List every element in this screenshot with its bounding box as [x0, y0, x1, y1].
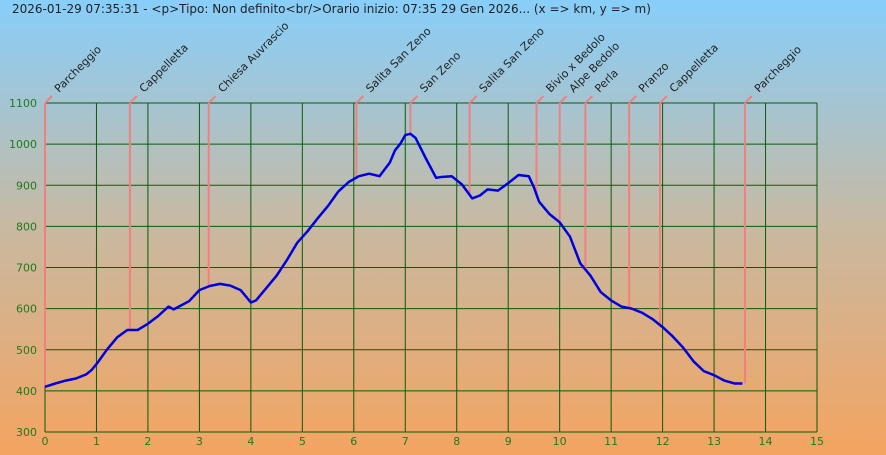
waypoint-leader: [207, 95, 217, 104]
waypoint-leader: [44, 95, 53, 104]
x-tick-label: 14: [759, 435, 773, 448]
waypoint-leader: [409, 95, 419, 104]
x-tick-label: 3: [196, 435, 203, 448]
waypoint-leader: [535, 95, 545, 104]
x-tick-label: 1: [93, 435, 100, 448]
y-tick-label: 900: [16, 179, 37, 192]
waypoint-label: San Zeno: [417, 49, 463, 95]
x-tick-label: 9: [505, 435, 512, 448]
waypoint-label: Chiesa Auvrascio: [216, 19, 292, 95]
waypoint-label: Cappelletta: [137, 41, 191, 95]
x-tick-label: 13: [707, 435, 721, 448]
waypoint-label: Pranzo: [636, 59, 672, 95]
x-tick-label: 8: [453, 435, 460, 448]
altitude-line: [44, 132, 743, 388]
waypoint-markers: Parcheggio Cappelletta Chiesa Auvrascio Sal…: [44, 19, 804, 387]
x-tick-label: 11: [604, 435, 618, 448]
waypoint-leader: [659, 95, 668, 104]
y-tick-label: 800: [16, 220, 37, 233]
x-tick-label: 0: [42, 435, 49, 448]
waypoint-label: Salita San Zeno: [477, 25, 548, 96]
x-tick-label: 15: [810, 435, 824, 448]
y-tick-label: 400: [16, 385, 37, 398]
waypoint-label: Cappelletta: [667, 41, 721, 95]
y-tick-label: 1100: [9, 97, 37, 110]
x-tick-label: 2: [144, 435, 151, 448]
x-tick-label: 6: [350, 435, 357, 448]
x-tick-label: 7: [402, 435, 409, 448]
x-tick-label: 10: [553, 435, 567, 448]
waypoint-leader: [628, 95, 637, 104]
x-tick-label: 4: [247, 435, 254, 448]
waypoint-leader: [558, 95, 568, 104]
waypoint-leader: [129, 95, 138, 104]
x-tick-label: 12: [656, 435, 670, 448]
waypoint-label: Parcheggio: [752, 43, 804, 95]
waypoint-leader: [584, 95, 594, 104]
waypoint-leader: [468, 95, 478, 104]
y-tick-label: 1000: [9, 138, 37, 151]
grid-layer: [44, 102, 818, 433]
waypoint-leader: [355, 95, 365, 104]
y-tick-label: 500: [16, 344, 37, 357]
y-tick-label: 300: [16, 426, 37, 439]
x-tick-label: 5: [299, 435, 306, 448]
waypoint-leader: [744, 95, 753, 104]
y-tick-label: 700: [16, 262, 37, 275]
waypoint-label: Parcheggio: [52, 43, 104, 95]
chart-title: 2026-01-29 07:35:31 - <p>Tipo: Non defin…: [12, 2, 651, 16]
series-layer: [44, 132, 743, 388]
y-tick-label: 600: [16, 303, 37, 316]
